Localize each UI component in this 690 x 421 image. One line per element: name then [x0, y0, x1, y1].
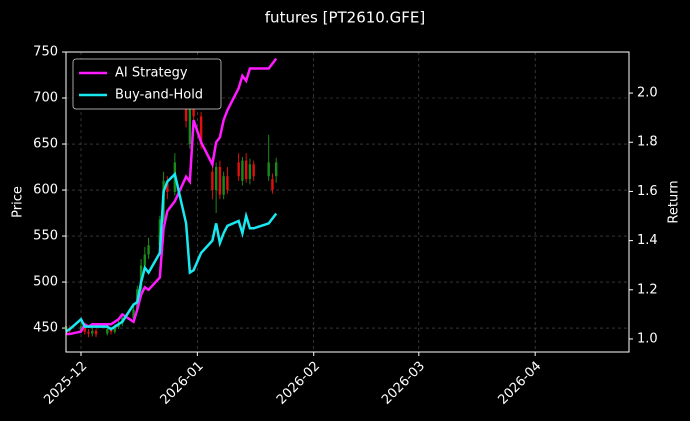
legend-label: AI Strategy: [115, 66, 188, 81]
legend-box: [72, 58, 222, 110]
candle-body: [211, 171, 214, 191]
candle-body: [147, 245, 150, 255]
y2-tick-label: 1.8: [637, 135, 658, 150]
y2-axis-label: Return: [667, 180, 682, 223]
legend-label: Buy-and-Hold: [115, 88, 203, 103]
candle-body: [79, 326, 83, 331]
y2-tick-label: 2.0: [637, 86, 658, 101]
candle-body: [248, 164, 252, 179]
y2-tick-label: 1.2: [637, 282, 658, 297]
candle-body: [158, 219, 162, 246]
candle-body: [132, 309, 135, 318]
candle-body: [83, 326, 86, 332]
candle-body: [237, 162, 240, 177]
candle-body: [106, 328, 109, 334]
y2-tick-label: 1.0: [637, 331, 658, 346]
candle-body: [218, 167, 222, 195]
candle-body: [166, 180, 169, 192]
candle-body: [271, 178, 274, 191]
candle-body: [188, 98, 192, 145]
line-series: [65, 171, 278, 333]
candle-body: [252, 164, 255, 177]
chart-title: futures [PT2610.GFE]: [265, 9, 425, 27]
y-tick-label: 750: [33, 45, 58, 60]
candle-body: [143, 254, 147, 266]
candle-body: [113, 327, 116, 332]
candle-body: [241, 160, 244, 181]
candle-body: [226, 176, 229, 191]
candle-body: [244, 160, 248, 179]
candle-body: [267, 162, 270, 177]
y-tick-label: 450: [33, 321, 58, 336]
candle-body: [222, 176, 225, 195]
candle-body: [87, 331, 90, 334]
y2-tick-label: 1.4: [637, 233, 658, 248]
candle-body: [91, 330, 94, 334]
candle-body: [199, 116, 203, 145]
candle-body: [214, 167, 218, 191]
y-tick-label: 700: [33, 91, 58, 106]
candle-body: [94, 330, 98, 335]
y-tick-label: 600: [33, 183, 58, 198]
plot-frame: [65, 51, 630, 353]
y-tick-label: 550: [33, 229, 58, 244]
line-series: [66, 57, 278, 336]
candle-body: [274, 162, 278, 177]
y-axis-label: Price: [11, 186, 26, 218]
y-tick-label: 500: [33, 275, 58, 290]
y-tick-label: 650: [33, 137, 58, 152]
y2-tick-label: 1.6: [637, 184, 658, 199]
